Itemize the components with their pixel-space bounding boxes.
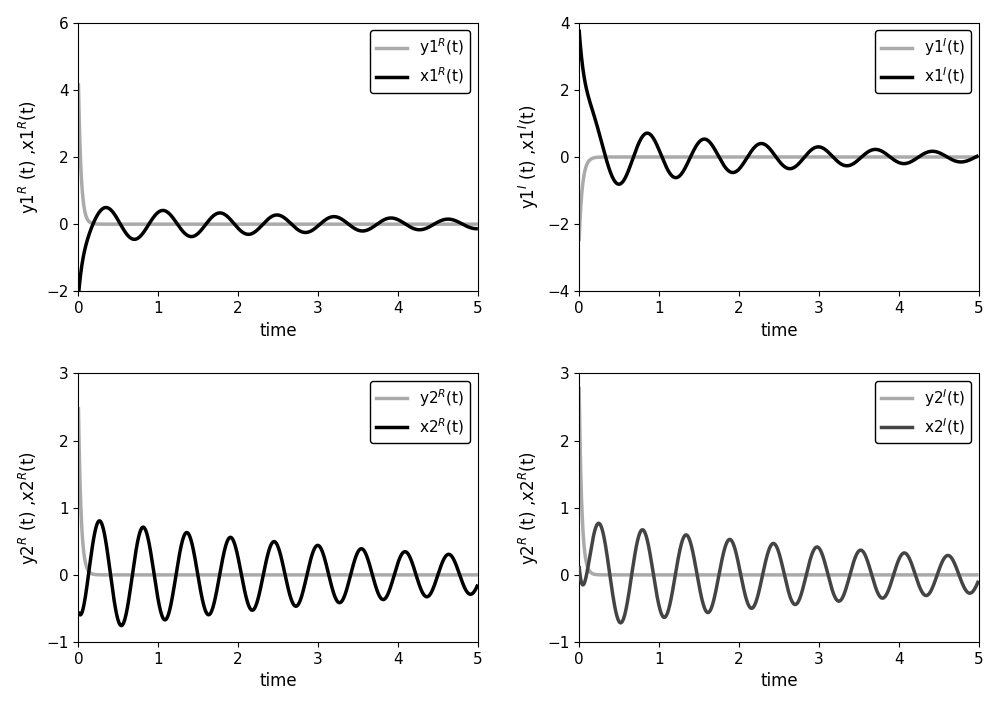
Legend: y1$^{R}$(t), x1$^{R}$(t): y1$^{R}$(t), x1$^{R}$(t) <box>370 30 470 93</box>
X-axis label: time: time <box>259 672 297 690</box>
X-axis label: time: time <box>259 322 297 339</box>
Legend: y2$^{R}$(t), x2$^{R}$(t): y2$^{R}$(t), x2$^{R}$(t) <box>370 381 470 443</box>
X-axis label: time: time <box>760 672 798 690</box>
X-axis label: time: time <box>760 322 798 339</box>
Y-axis label: y1$^{I}$ (t) ,x1$^{I}$(t): y1$^{I}$ (t) ,x1$^{I}$(t) <box>517 105 541 209</box>
Y-axis label: y1$^{R}$ (t) ,x1$^{R}$(t): y1$^{R}$ (t) ,x1$^{R}$(t) <box>17 100 41 214</box>
Y-axis label: y2$^{R}$ (t) ,x2$^{R}$(t): y2$^{R}$ (t) ,x2$^{R}$(t) <box>517 451 541 565</box>
Y-axis label: y2$^{R}$ (t) ,x2$^{R}$(t): y2$^{R}$ (t) ,x2$^{R}$(t) <box>17 451 41 565</box>
Legend: y1$^{I}$(t), x1$^{I}$(t): y1$^{I}$(t), x1$^{I}$(t) <box>875 30 971 93</box>
Legend: y2$^{I}$(t), x2$^{I}$(t): y2$^{I}$(t), x2$^{I}$(t) <box>875 381 971 443</box>
